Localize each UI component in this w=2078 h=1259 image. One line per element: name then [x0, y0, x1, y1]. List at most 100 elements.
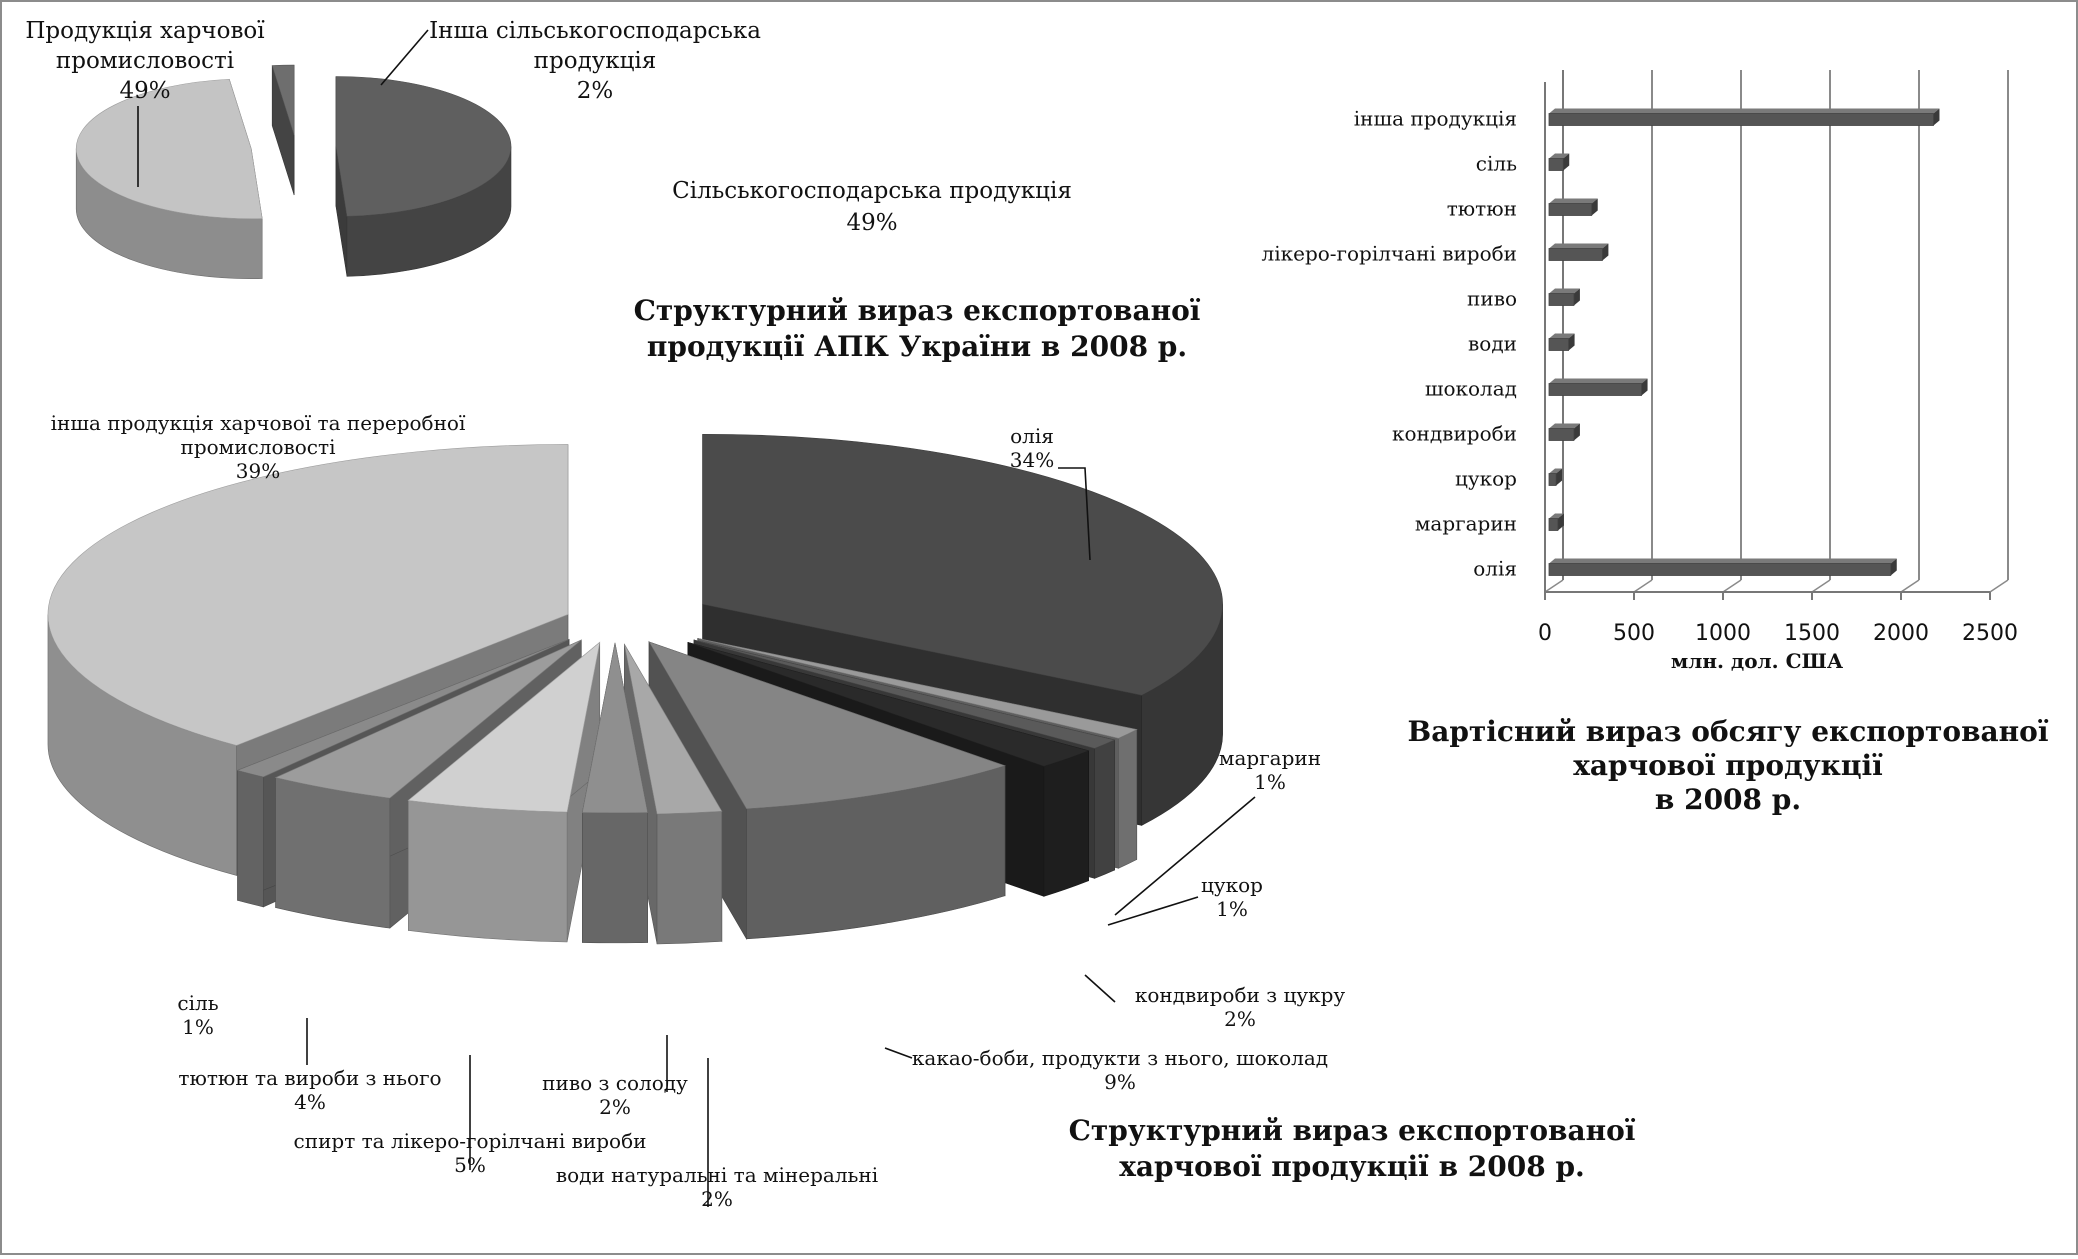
chart-title: Структурний вираз експортованої [1069, 1114, 1636, 1147]
pie-slice-rim [408, 800, 568, 943]
pie-label-2: Продукція харчової промисловості 49% [25, 18, 265, 187]
slice-label-text: какао-боби, продукти з нього, шоколад [912, 1046, 1328, 1070]
y-category-label: шоколад [1425, 377, 1517, 401]
slice-label-text: спирт та лікеро-горілчані вироби [294, 1129, 647, 1153]
bar-group [1548, 108, 1940, 126]
bar-group [1548, 198, 1598, 216]
y-category-label: маргарин [1415, 512, 1517, 536]
bar-group [1548, 558, 1897, 576]
bar-top [1549, 513, 1564, 519]
bar [1548, 113, 1934, 126]
slice-label-text: тютюн та вироби з нього [178, 1066, 441, 1090]
y-category-label: пиво [1467, 287, 1517, 311]
slice-label-text: води натуральні та мінеральні [556, 1163, 878, 1187]
slice-label-text: інша продукція харчової та переробної [51, 411, 466, 435]
slice-label-text: Сільськогосподарська продукція [672, 178, 1072, 204]
y-category-label: цукор [1455, 467, 1517, 491]
slice-label-text: промисловості [181, 435, 336, 459]
slice-label-text: Продукція харчової [25, 18, 265, 44]
pie-slice-rim [1094, 739, 1115, 879]
bar-side [1602, 243, 1609, 261]
x-tick-label: 1000 [1695, 621, 1751, 646]
gridline-floor [1900, 579, 1920, 593]
pie-slice-group [624, 643, 723, 945]
gridline-floor [1633, 579, 1653, 593]
bar-group [1548, 513, 1564, 531]
pie-slice-group [335, 76, 512, 277]
slice-value-label: 4% [294, 1090, 326, 1114]
slice-value-label: 2% [701, 1187, 733, 1211]
bar [1548, 383, 1642, 396]
pie-slice-group [75, 78, 263, 279]
pie-label-1: Сільськогосподарська продукція 49% [672, 178, 1072, 236]
gridline-floor [1544, 579, 1564, 593]
bar-top [1549, 243, 1609, 249]
slice-label-text: Інша сільськогосподарська [429, 18, 761, 44]
pie-slice-5 [648, 641, 1006, 810]
slice-value-label: 5% [454, 1153, 486, 1177]
bar-top [1549, 378, 1648, 384]
bar-side [1556, 468, 1563, 486]
bar-side [1573, 423, 1580, 441]
slice-label-text: цукор [1201, 873, 1263, 897]
bar-side [1933, 108, 1940, 126]
slice-value-label: 2% [599, 1095, 631, 1119]
bar [1548, 518, 1559, 531]
pie-slice-rim [582, 812, 648, 944]
pie-slice-rim [275, 777, 391, 929]
pie-slice-11 [47, 444, 569, 746]
pie-slice-7 [581, 642, 649, 814]
leader-line [1058, 467, 1091, 561]
pie-slice-1 [335, 76, 512, 217]
slice-value-label: 1% [1216, 897, 1248, 921]
pie-slice-2 [75, 78, 263, 219]
pie-slice-group [271, 64, 295, 196]
pie-slice-rim [1043, 750, 1089, 897]
slice-value-label: 34% [1010, 448, 1054, 472]
bar [1548, 338, 1569, 351]
leader-line [884, 1047, 913, 1059]
pie-slice-10 [236, 639, 570, 778]
pie-slice-2 [697, 638, 1138, 739]
bar-side [1591, 198, 1598, 216]
slice-value-label: 39% [236, 459, 280, 483]
bar-top [1549, 558, 1897, 564]
slice-value-label: 1% [182, 1015, 214, 1039]
bar-group [1548, 243, 1609, 261]
y-category-label: лікеро-горілчані вироби [1262, 242, 1518, 266]
bar [1548, 203, 1593, 216]
bar-chart-export-value: 0 500 1000 1500 2000 2500 олія маргарин цукор кон… [1262, 70, 2049, 816]
pie-slice-3 [271, 64, 295, 136]
bar [1548, 158, 1564, 171]
y-category-label: інша продукція [1354, 107, 1517, 131]
pie-slice-rim [656, 810, 723, 945]
pie-slice-3 [693, 639, 1116, 749]
y-category-label: тютюн [1447, 197, 1517, 221]
slice-label-text: маргарин [1219, 746, 1321, 770]
chart-title: Вартісний вираз обсягу експортованої [1408, 715, 2049, 748]
bar-group [1548, 288, 1580, 306]
chart-title: харчової продукції [1573, 749, 1883, 782]
slice-label-text: кондвироби з цукру [1135, 983, 1346, 1007]
bar-top [1549, 153, 1570, 159]
chart-title: харчової продукції в 2008 р. [1119, 1150, 1585, 1183]
x-tick-label: 1500 [1784, 621, 1840, 646]
x-tick-label: 500 [1613, 621, 1655, 646]
pie-slice-group [581, 642, 649, 944]
pie-slice-rim [237, 769, 264, 908]
bar [1548, 473, 1557, 486]
bar [1548, 293, 1575, 306]
leader-line [1114, 796, 1256, 916]
pie-slice-4 [687, 642, 1090, 767]
bar-side [1563, 153, 1570, 171]
bar-side [1573, 288, 1580, 306]
